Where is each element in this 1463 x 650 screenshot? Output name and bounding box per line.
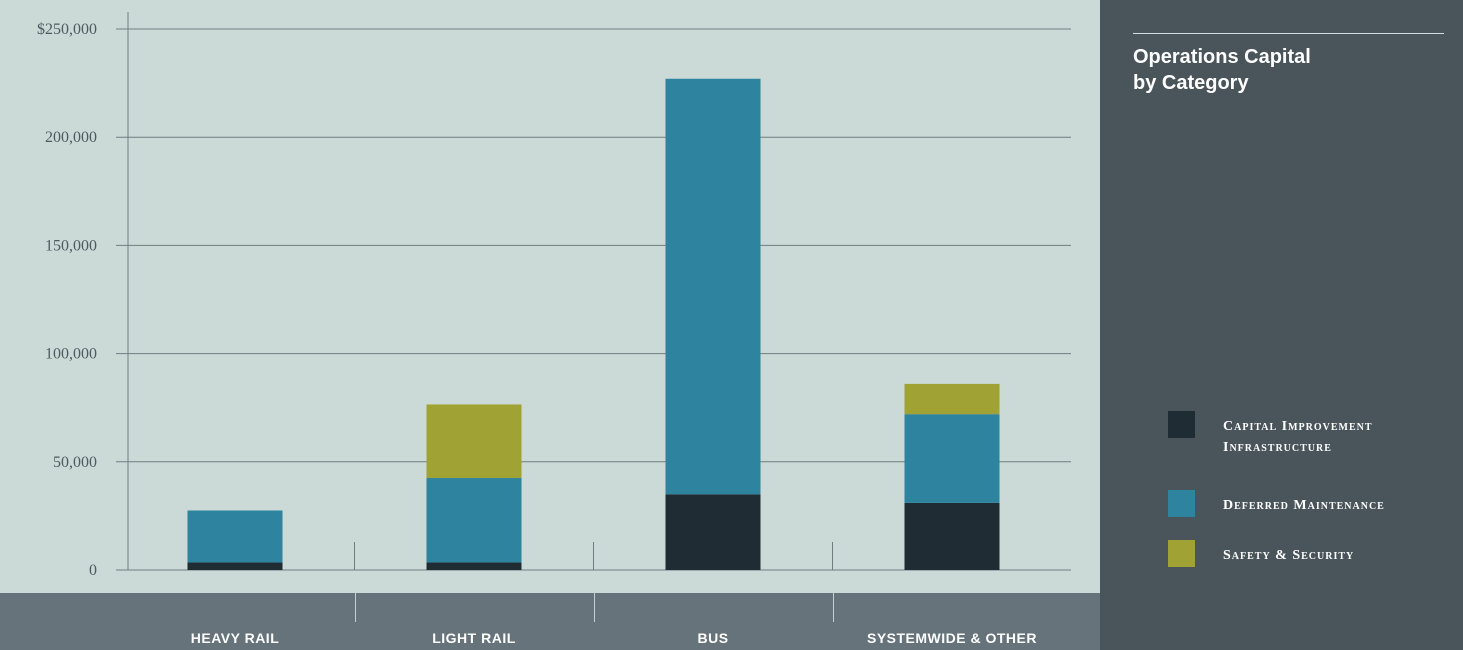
y-tick-label: 50,000 bbox=[53, 454, 97, 471]
legend-swatch-capital-improvement bbox=[1168, 411, 1195, 438]
legend-label-line1: Capital Improvement bbox=[1223, 419, 1373, 434]
legend-label-text: Deferred Maintenance bbox=[1223, 498, 1385, 513]
y-tick-label: 200,000 bbox=[45, 129, 97, 146]
x-category-label: HEAVY RAIL bbox=[190, 630, 280, 646]
x-category-label: SYSTEMWIDE & OTHER bbox=[866, 630, 1037, 646]
legend-label-deferred-maintenance: Deferred Maintenance bbox=[1223, 495, 1463, 516]
category-strip-separator bbox=[354, 593, 356, 622]
bar-segment-capital-improvement-infrastructure bbox=[187, 562, 283, 570]
y-tick-label: 150,000 bbox=[45, 237, 97, 254]
category-strip-separator bbox=[832, 593, 834, 622]
bar-segment-deferred-maintenance bbox=[187, 510, 283, 563]
chart-title-line1: Operations Capital bbox=[1133, 46, 1311, 68]
bar-chart: 0 50,000 100,000 150,000 200,000 $250,000 bbox=[37, 12, 1071, 579]
chart-title-line2: by Category bbox=[1133, 72, 1249, 94]
legend-swatch-deferred-maintenance bbox=[1168, 490, 1195, 517]
x-category-label: BUS bbox=[697, 630, 729, 646]
legend-label-capital-improvement: Capital Improvement Infrastructure bbox=[1223, 416, 1463, 458]
panel-divider bbox=[1133, 33, 1444, 34]
bar-segment-capital-improvement-infrastructure bbox=[426, 562, 522, 570]
bar-segment-safety-security bbox=[426, 404, 522, 479]
bar-segment-deferred-maintenance bbox=[426, 478, 522, 563]
x-category-label: LIGHT RAIL bbox=[432, 630, 516, 646]
category-strip-separator bbox=[593, 593, 595, 622]
bar-segment-capital-improvement-infrastructure bbox=[665, 494, 761, 570]
chart-title: Operations Capital by Category bbox=[1133, 44, 1433, 96]
category-axis-strip: HEAVY RAIL LIGHT RAIL BUS SYSTEMWIDE & OTHE… bbox=[0, 593, 1100, 650]
bar-segment-safety-security bbox=[904, 383, 1000, 415]
side-panel: Operations Capital by Category Capital I… bbox=[1100, 0, 1463, 650]
legend-label-text: Safety & Security bbox=[1223, 548, 1355, 563]
y-tick-label: 100,000 bbox=[45, 346, 97, 363]
legend-label-safety-security: Safety & Security bbox=[1223, 545, 1463, 566]
bar-segment-deferred-maintenance bbox=[665, 78, 761, 495]
bar-segment-capital-improvement-infrastructure bbox=[904, 502, 1000, 570]
bar-segment-deferred-maintenance bbox=[904, 414, 1000, 503]
chart-area: 0 50,000 100,000 150,000 200,000 $250,000 bbox=[37, 12, 1071, 579]
y-tick-label: 0 bbox=[89, 562, 97, 579]
y-tick-label: $250,000 bbox=[37, 21, 97, 38]
legend-swatch-safety-security bbox=[1168, 540, 1195, 567]
legend-label-line2: Infrastructure bbox=[1223, 440, 1332, 455]
